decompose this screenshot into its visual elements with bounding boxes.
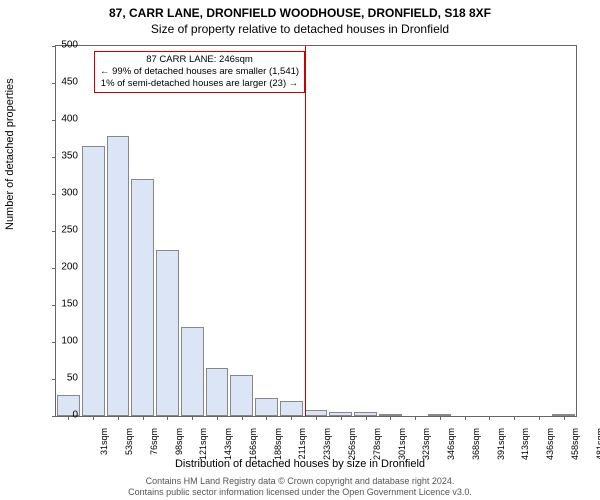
x-tick-mark bbox=[217, 416, 218, 420]
annotation-line-1: 87 CARR LANE: 246sqm bbox=[100, 54, 299, 66]
x-tick-mark bbox=[465, 416, 466, 420]
x-tick-mark bbox=[564, 416, 565, 420]
histogram-bar bbox=[181, 327, 204, 416]
x-tick-mark bbox=[390, 416, 391, 420]
x-tick-label: 368sqm bbox=[471, 428, 481, 468]
x-tick-label: 301sqm bbox=[397, 428, 407, 468]
histogram-bar bbox=[131, 179, 154, 416]
x-tick-mark bbox=[341, 416, 342, 420]
x-tick-mark bbox=[93, 416, 94, 420]
footer-line-1: Contains HM Land Registry data © Crown c… bbox=[0, 476, 600, 487]
x-tick-label: 346sqm bbox=[446, 428, 456, 468]
histogram-bar bbox=[206, 368, 229, 416]
x-tick-mark bbox=[143, 416, 144, 420]
x-tick-label: 323sqm bbox=[421, 428, 431, 468]
x-tick-mark bbox=[291, 416, 292, 420]
x-tick-label: 413sqm bbox=[520, 428, 530, 468]
x-tick-label: 458sqm bbox=[570, 428, 580, 468]
x-tick-mark bbox=[316, 416, 317, 420]
x-tick-label: 211sqm bbox=[297, 428, 307, 468]
y-tick-label: 250 bbox=[48, 225, 78, 236]
y-tick-label: 300 bbox=[48, 188, 78, 199]
x-tick-label: 188sqm bbox=[273, 428, 283, 468]
x-tick-label: 233sqm bbox=[322, 428, 332, 468]
x-tick-label: 166sqm bbox=[248, 428, 258, 468]
x-tick-label: 278sqm bbox=[372, 428, 382, 468]
y-tick-label: 100 bbox=[48, 336, 78, 347]
x-tick-mark bbox=[192, 416, 193, 420]
y-tick-label: 400 bbox=[48, 114, 78, 125]
chart-container: 87, CARR LANE, DRONFIELD WOODHOUSE, DRON… bbox=[0, 0, 600, 500]
x-tick-mark bbox=[514, 416, 515, 420]
x-tick-label: 121sqm bbox=[198, 428, 208, 468]
annotation-line-2: ← 99% of detached houses are smaller (1,… bbox=[100, 66, 299, 78]
footer-line-2: Contains public sector information licen… bbox=[0, 487, 600, 498]
x-tick-mark bbox=[266, 416, 267, 420]
x-tick-mark bbox=[118, 416, 119, 420]
y-tick-label: 350 bbox=[48, 151, 78, 162]
y-axis-label: Number of detached properties bbox=[4, 78, 16, 230]
x-tick-label: 76sqm bbox=[149, 428, 159, 468]
marker-line bbox=[305, 46, 306, 416]
x-tick-label: 481sqm bbox=[595, 428, 600, 468]
x-tick-label: 31sqm bbox=[99, 428, 109, 468]
y-tick-label: 500 bbox=[48, 40, 78, 51]
x-tick-mark bbox=[415, 416, 416, 420]
x-tick-mark bbox=[242, 416, 243, 420]
x-tick-label: 256sqm bbox=[347, 428, 357, 468]
chart-title-main: 87, CARR LANE, DRONFIELD WOODHOUSE, DRON… bbox=[0, 0, 600, 20]
histogram-bar bbox=[230, 375, 253, 416]
chart-title-sub: Size of property relative to detached ho… bbox=[0, 20, 600, 36]
annotation-line-3: 1% of semi-detached houses are larger (2… bbox=[100, 78, 299, 90]
histogram-bar bbox=[107, 136, 130, 416]
x-tick-mark bbox=[489, 416, 490, 420]
y-tick-label: 200 bbox=[48, 262, 78, 273]
x-tick-label: 143sqm bbox=[223, 428, 233, 468]
histogram-bar bbox=[255, 398, 278, 417]
x-tick-label: 391sqm bbox=[496, 428, 506, 468]
y-tick-label: 0 bbox=[48, 410, 78, 421]
histogram-bar bbox=[280, 401, 303, 416]
chart-footer: Contains HM Land Registry data © Crown c… bbox=[0, 476, 600, 498]
histogram-bar bbox=[156, 250, 179, 417]
x-tick-mark bbox=[440, 416, 441, 420]
histogram-bar bbox=[82, 146, 105, 416]
x-tick-mark bbox=[366, 416, 367, 420]
y-tick-label: 50 bbox=[48, 373, 78, 384]
y-tick-label: 150 bbox=[48, 299, 78, 310]
plot-area: 87 CARR LANE: 246sqm← 99% of detached ho… bbox=[55, 45, 577, 417]
y-tick-label: 450 bbox=[48, 77, 78, 88]
annotation-box: 87 CARR LANE: 246sqm← 99% of detached ho… bbox=[94, 51, 305, 93]
x-tick-mark bbox=[539, 416, 540, 420]
x-tick-label: 98sqm bbox=[174, 428, 184, 468]
x-tick-label: 53sqm bbox=[124, 428, 134, 468]
x-tick-mark bbox=[167, 416, 168, 420]
x-tick-label: 436sqm bbox=[545, 428, 555, 468]
